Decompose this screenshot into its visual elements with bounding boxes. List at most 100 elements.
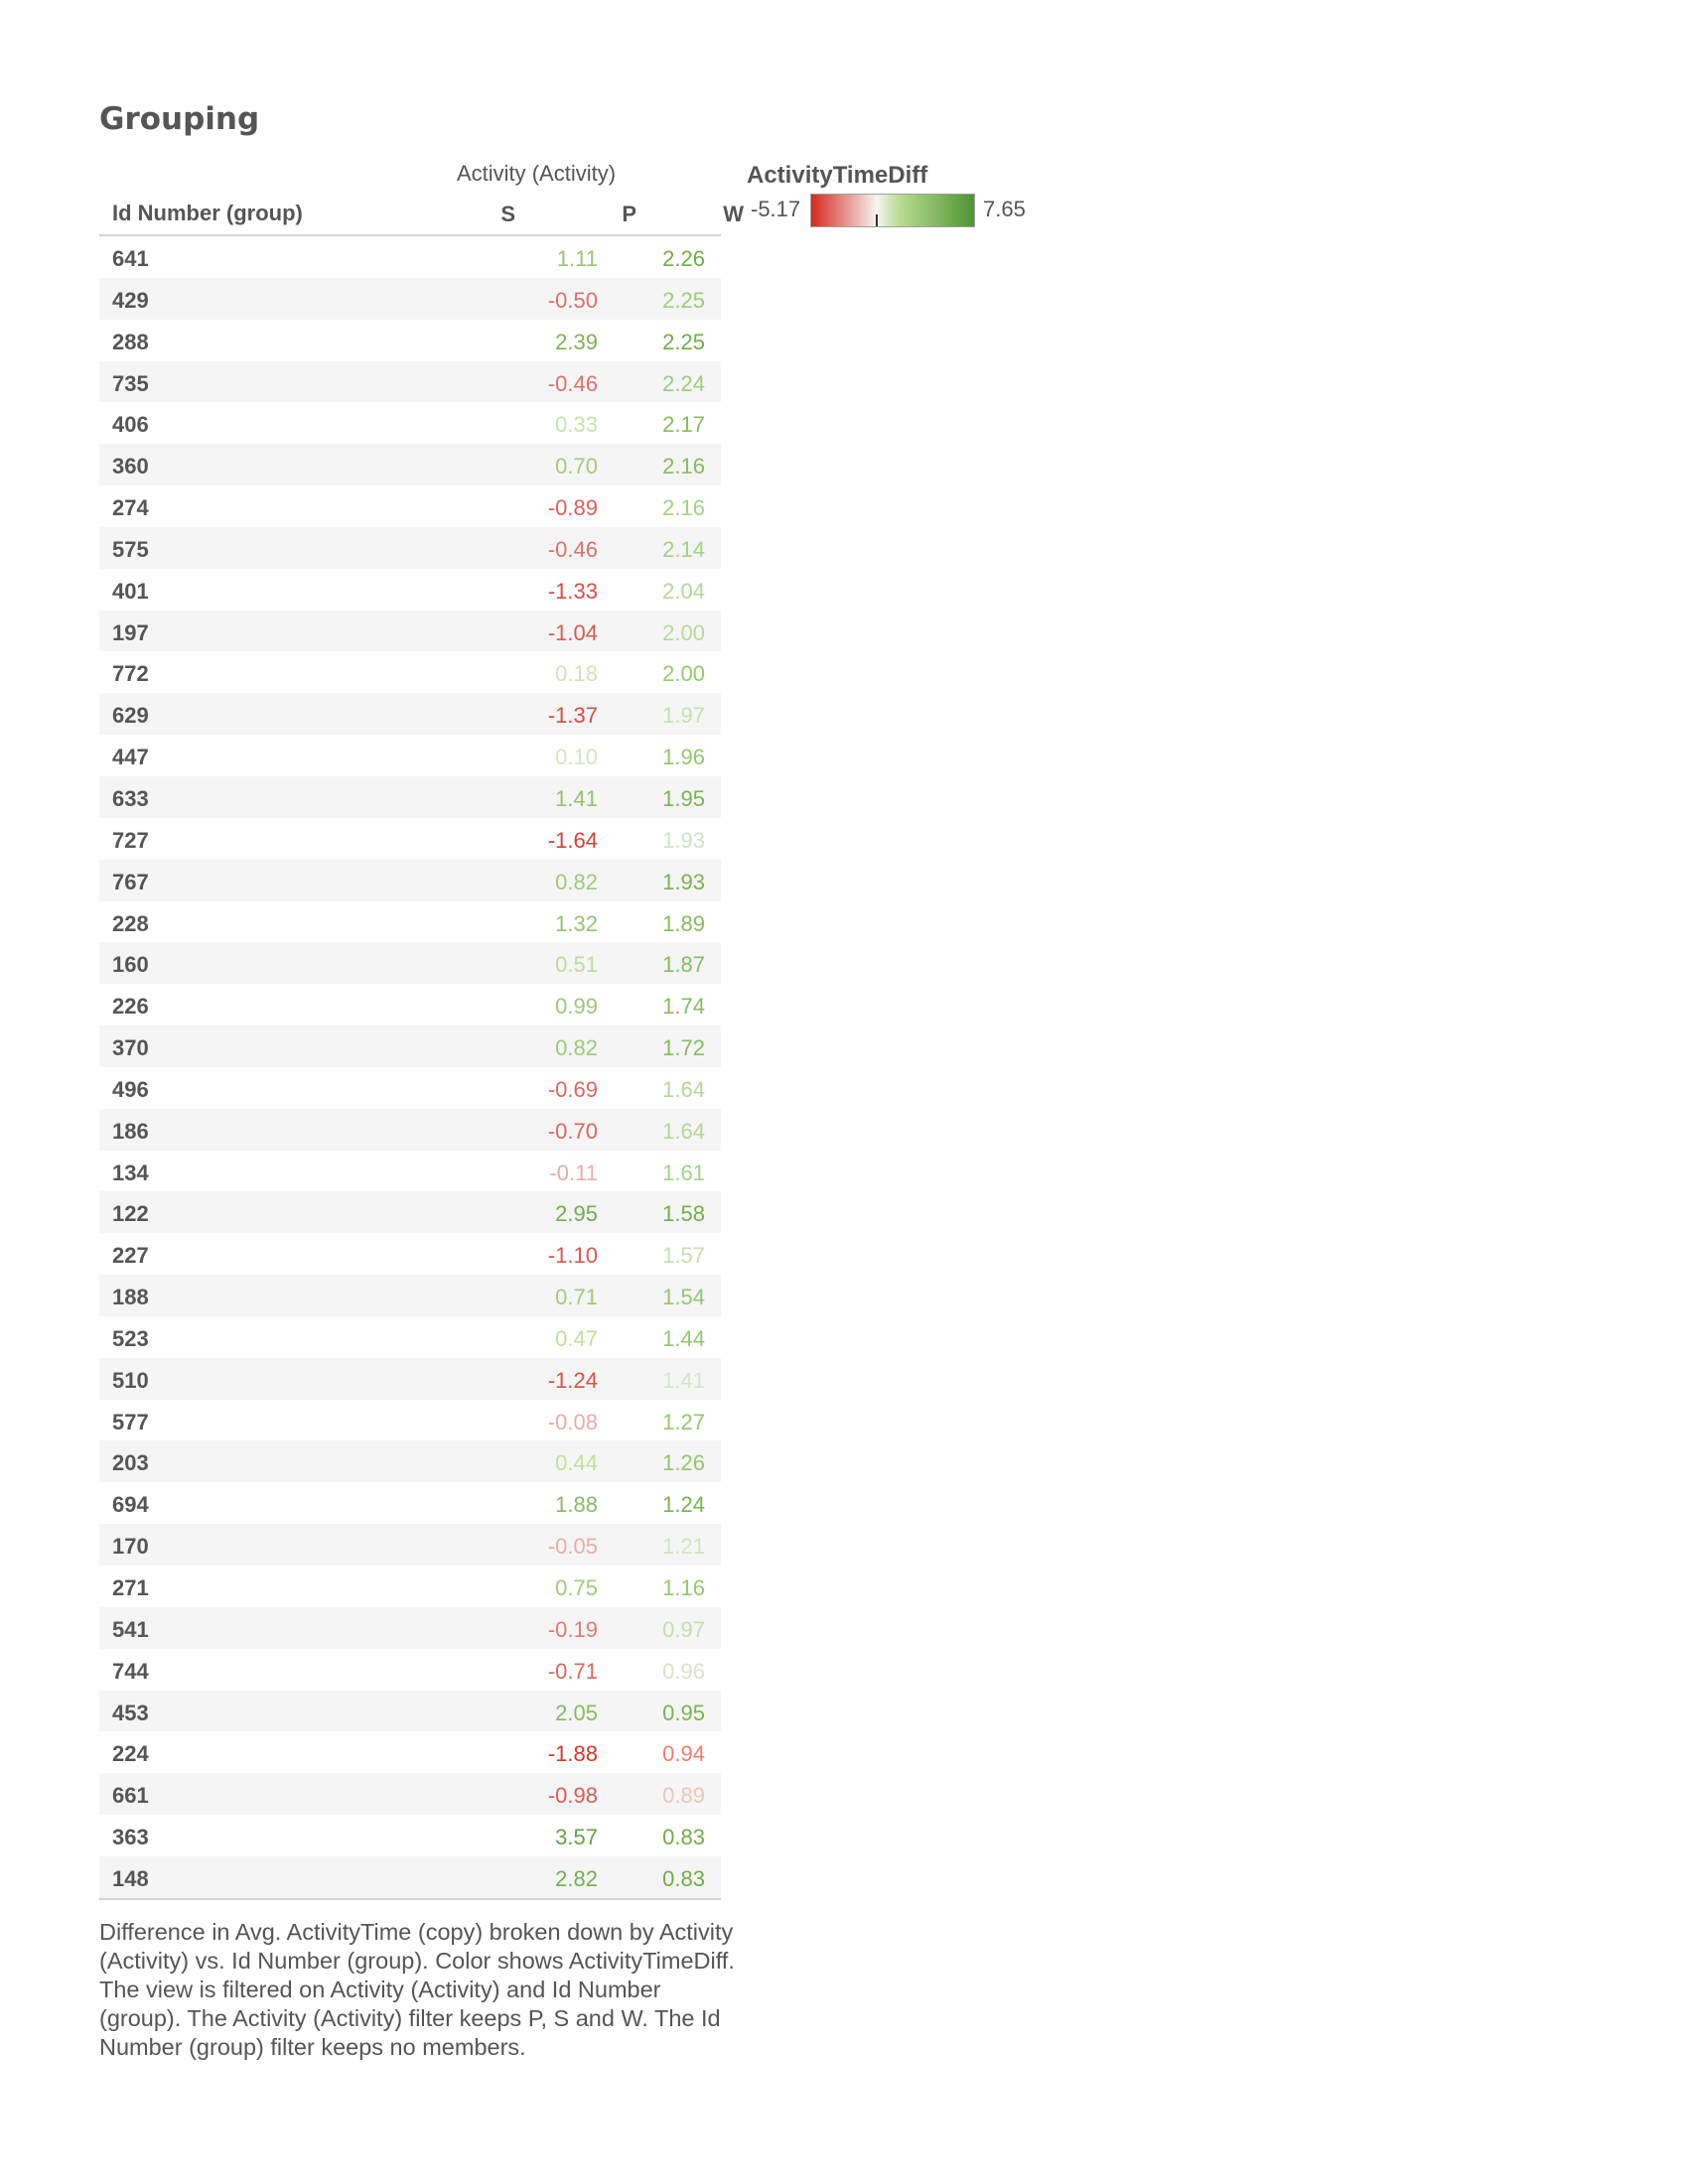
cell-p-value: -0.05 [547,1534,598,1560]
table-row: 228 1.32 1.89 [99,901,721,943]
cell-w-value: 0.94 [662,1741,705,1767]
cell-p-value: 2.39 [555,329,598,354]
row-id: 401 [112,578,149,604]
chart-caption: Difference in Avg. ActivityTime (copy) b… [99,1919,735,2060]
cell-w-value: 1.58 [662,1201,705,1227]
cell-w-value: 1.44 [662,1325,705,1351]
cell-p-value: -1.64 [547,827,598,853]
table-row: 510 -1.24 1.41 [99,1357,721,1400]
table-row: 160 0.51 1.87 [99,942,721,985]
row-id: 288 [112,329,149,354]
table-row: 406 0.33 2.17 [99,402,721,444]
cell-w-value: 2.16 [662,495,705,521]
table-row: 735 -0.46 2.24 [99,360,721,403]
cell-p-value: 1.88 [555,1492,598,1518]
cell-w-value: 1.21 [662,1534,705,1560]
cell-p-value: 0.18 [555,661,598,687]
cell-w-value: 2.25 [662,329,705,354]
table-row: 772 0.18 2.00 [99,651,721,693]
table-row: 197 -1.04 2.00 [99,610,721,652]
cell-p-value: 0.82 [555,1035,598,1061]
cell-w-value: 1.26 [662,1450,705,1476]
cell-p-value: -1.37 [547,703,598,729]
cell-w-value: 1.24 [662,1492,705,1518]
table-row: 496 -0.69 1.64 [99,1067,721,1109]
cell-w-value: 1.64 [662,1076,705,1102]
table-row: 744 -0.71 0.96 [99,1649,721,1691]
table-row: 226 0.99 1.74 [99,984,721,1025]
cell-p-value: -0.71 [547,1658,598,1684]
table-row: 274 -0.89 2.16 [99,485,721,527]
table-row: 271 0.75 1.16 [99,1566,721,1607]
table-row: 148 2.82 0.83 [99,1855,721,1898]
cell-w-value: 0.83 [662,1865,705,1891]
row-id: 228 [112,910,149,936]
row-id: 575 [112,536,149,562]
row-id: 406 [112,412,149,438]
cell-w-value: 1.97 [662,703,705,729]
cell-p-value: -0.46 [547,370,598,396]
cell-w-value: 0.83 [662,1825,705,1850]
table-row: 401 -1.33 2.04 [99,569,721,611]
cell-p-value: 0.10 [555,745,598,770]
cell-p-value: 1.41 [555,785,598,811]
row-id: 203 [112,1450,149,1476]
legend-max-label: 7.65 [983,197,1026,221]
cell-p-value: -0.46 [547,536,598,562]
table-row: 188 0.71 1.54 [99,1275,721,1316]
row-id: 496 [112,1076,149,1102]
row-id: 735 [112,370,149,396]
cell-p-value: 0.99 [555,994,598,1020]
cell-w-value: 1.27 [662,1409,705,1434]
legend-color-bar [810,194,975,227]
table-row: 661 -0.98 0.89 [99,1773,721,1816]
cell-p-value: 0.71 [555,1285,598,1310]
row-id: 363 [112,1825,149,1850]
table-row: 134 -0.11 1.61 [99,1151,721,1192]
table-row: 575 -0.46 2.14 [99,526,721,569]
row-id: 523 [112,1325,149,1351]
cell-p-value: -1.10 [547,1243,598,1269]
cell-p-value: 0.75 [555,1575,598,1600]
table-body: 641 1.11 2.26 429 -0.50 2.25 288 2.39 2.25 735 -0.… [99,236,721,1900]
row-id: 148 [112,1865,149,1891]
table-row: 641 1.11 2.26 [99,236,721,278]
row-id: 274 [112,495,149,521]
cell-p-value: -0.98 [547,1783,598,1809]
cell-w-value: 1.89 [662,910,705,936]
cell-p-value: 0.47 [555,1325,598,1351]
page-title: Grouping [99,101,260,137]
cell-p-value: -1.33 [547,578,598,604]
row-id: 370 [112,1035,149,1061]
cell-w-value: 1.87 [662,952,705,978]
legend-title: ActivityTimeDiff [747,162,928,189]
table-row: 577 -0.08 1.27 [99,1400,721,1441]
cell-p-value: 0.44 [555,1450,598,1476]
cell-p-value: -0.69 [547,1076,598,1102]
cell-p-value: 0.51 [555,952,598,978]
table-row: 370 0.82 1.72 [99,1025,721,1067]
cell-p-value: -0.50 [547,287,598,313]
cell-p-value: -0.11 [549,1160,598,1185]
cell-p-value: 0.70 [555,454,598,479]
row-id: 122 [112,1201,149,1227]
row-id: 453 [112,1700,149,1725]
row-id: 160 [112,952,149,978]
cell-w-value: 2.25 [662,287,705,313]
row-id: 134 [112,1160,149,1185]
row-id: 744 [112,1658,149,1684]
row-id: 170 [112,1534,149,1560]
cell-w-value: 2.00 [662,661,705,687]
table-row: 360 0.70 2.16 [99,444,721,486]
table-row: 727 -1.64 1.93 [99,818,721,860]
cell-w-value: 0.97 [662,1616,705,1642]
table-row: 629 -1.37 1.97 [99,693,721,736]
cell-p-value: 0.33 [555,412,598,438]
column-header-w: W [723,202,744,226]
row-id: 186 [112,1118,149,1144]
cell-p-value: -0.89 [547,495,598,521]
cell-p-value: 1.32 [555,910,598,936]
cell-w-value: 2.17 [662,412,705,438]
row-id: 224 [112,1741,149,1767]
cell-w-value: 2.04 [662,578,705,604]
